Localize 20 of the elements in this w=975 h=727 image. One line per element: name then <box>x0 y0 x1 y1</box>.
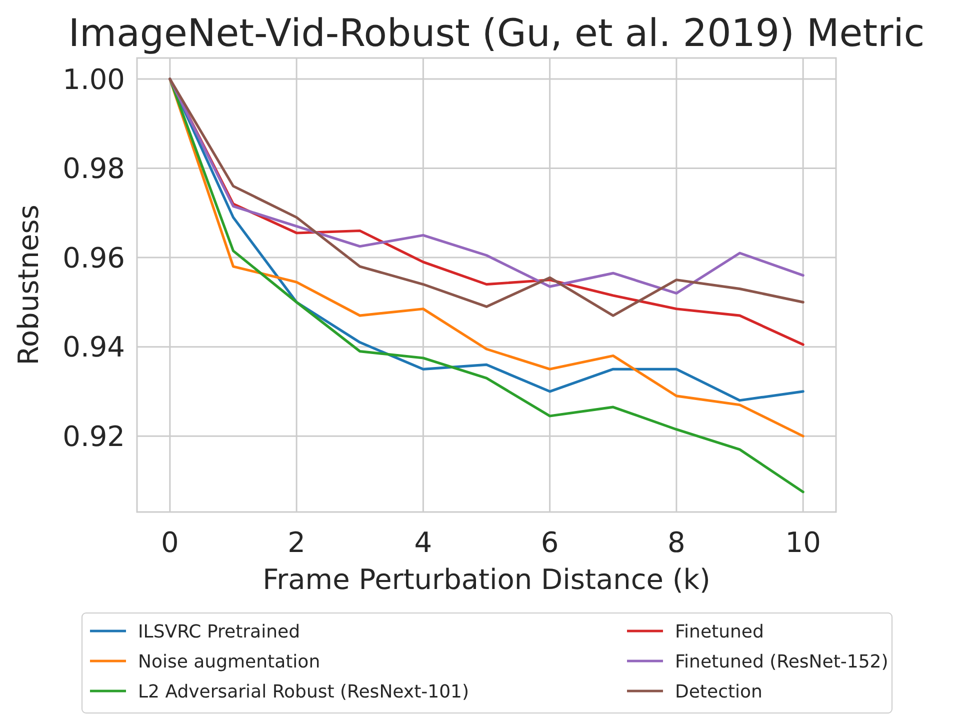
legend-label: L2 Adversarial Robust (ResNext-101) <box>138 681 469 702</box>
y-tick-label: 0.96 <box>62 241 125 274</box>
x-axis-title: Frame Perturbation Distance (k) <box>262 563 710 596</box>
x-tick-label: 10 <box>785 526 821 559</box>
y-tick-label: 0.98 <box>62 152 125 186</box>
y-tick-label: 1.00 <box>62 62 125 96</box>
chart-title: ImageNet-Vid-Robust (Gu, et al. 2019) Metric <box>68 11 925 55</box>
x-tick-label: 2 <box>288 526 306 559</box>
legend-label: Finetuned (ResNet-152) <box>675 651 888 672</box>
y-tick-label: 0.94 <box>62 330 125 364</box>
legend-label: Noise augmentation <box>138 651 320 672</box>
x-tick-label: 0 <box>161 526 179 559</box>
y-axis-title: Robustness <box>12 204 45 366</box>
x-tick-label: 8 <box>668 526 686 559</box>
y-tick-label: 0.92 <box>62 420 125 453</box>
legend-label: Detection <box>675 681 762 702</box>
x-tick-label: 4 <box>414 526 432 559</box>
legend-label: ILSVRC Pretrained <box>138 621 300 642</box>
legend-label: Finetuned <box>675 621 764 642</box>
x-tick-label: 6 <box>540 526 559 559</box>
